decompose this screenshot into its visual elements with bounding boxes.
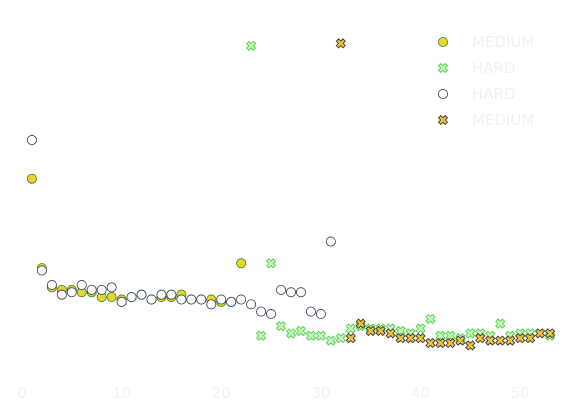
data-point (395, 333, 406, 344)
data-point (256, 306, 267, 317)
data-point (355, 318, 366, 329)
data-point (255, 330, 267, 341)
data-point (465, 328, 476, 339)
data-point (345, 333, 356, 344)
x-tick-label: 50 (511, 384, 530, 402)
data-point (275, 320, 287, 332)
data-point (96, 284, 107, 295)
data-point (415, 323, 426, 334)
data-point (265, 258, 277, 269)
legend-label: MEDIUM (472, 111, 534, 129)
data-point (425, 337, 436, 349)
data-point (285, 328, 297, 339)
data-point (56, 289, 67, 300)
series-2 (26, 135, 336, 320)
data-point (425, 313, 436, 324)
data-point (524, 333, 536, 344)
data-point (544, 328, 556, 339)
legend-label: MEDIUM (472, 33, 534, 51)
legend-item: HARD (437, 85, 516, 103)
data-point (315, 330, 327, 341)
data-point (325, 236, 336, 247)
data-point (405, 333, 416, 344)
data-point (266, 309, 277, 320)
data-point (26, 135, 37, 146)
data-point (345, 323, 356, 334)
data-point (465, 340, 476, 351)
data-point (495, 318, 506, 329)
data-point (46, 280, 57, 291)
data-point (236, 294, 247, 305)
legend-marker (437, 37, 448, 48)
data-point (415, 333, 426, 344)
x-tick-label: 0 (17, 384, 27, 402)
data-point (126, 292, 137, 303)
x-axis: 0 10 20 30 40 50 (17, 384, 530, 402)
series-0 (26, 173, 247, 307)
data-point (455, 335, 466, 346)
data-point (305, 306, 316, 317)
data-point (475, 333, 486, 344)
data-point (245, 40, 257, 51)
legend-item: MEDIUM (437, 111, 534, 129)
legend: MEDIUM HARD HARD MEDIUM (437, 33, 534, 129)
x-tick-label: 10 (112, 384, 131, 402)
data-point (216, 294, 227, 305)
data-point (325, 335, 336, 346)
data-point (236, 258, 247, 269)
data-point (495, 335, 506, 346)
data-point (485, 335, 496, 346)
data-point (445, 337, 456, 349)
data-point (226, 296, 237, 307)
legend-marker (437, 89, 448, 100)
x-tick-label: 20 (212, 384, 231, 402)
data-point (186, 294, 197, 305)
data-point (106, 282, 117, 293)
data-point (116, 296, 127, 307)
data-point (335, 38, 346, 49)
data-point (66, 287, 77, 298)
data-point (176, 294, 187, 305)
legend-marker (437, 62, 449, 74)
data-point (385, 328, 396, 339)
data-point (534, 328, 546, 339)
data-point (136, 289, 147, 300)
data-point (206, 299, 217, 310)
legend-label: HARD (472, 59, 516, 77)
data-point (285, 287, 296, 298)
data-point (246, 299, 257, 310)
plot-area (26, 38, 556, 351)
data-point (76, 280, 87, 291)
data-point (295, 325, 307, 337)
data-point (36, 265, 47, 276)
data-point (166, 289, 177, 300)
series-3 (335, 38, 556, 351)
data-point (435, 337, 446, 349)
data-point (196, 294, 207, 305)
legend-item: HARD (437, 59, 516, 77)
data-point (505, 335, 516, 346)
data-point (305, 330, 317, 341)
data-point (276, 284, 287, 295)
data-point (146, 294, 157, 305)
legend-item: MEDIUM (437, 33, 534, 51)
data-point (26, 173, 37, 184)
data-point (365, 325, 376, 337)
x-tick-label: 30 (311, 384, 330, 402)
data-point (375, 325, 386, 337)
data-point (515, 333, 526, 344)
legend-marker (437, 114, 449, 126)
data-point (295, 287, 306, 298)
data-point (335, 333, 346, 344)
data-point (315, 309, 326, 320)
data-point (156, 289, 167, 300)
x-tick-label: 40 (411, 384, 430, 402)
legend-label: HARD (472, 85, 516, 103)
data-point (86, 284, 97, 295)
data-point (106, 292, 117, 303)
